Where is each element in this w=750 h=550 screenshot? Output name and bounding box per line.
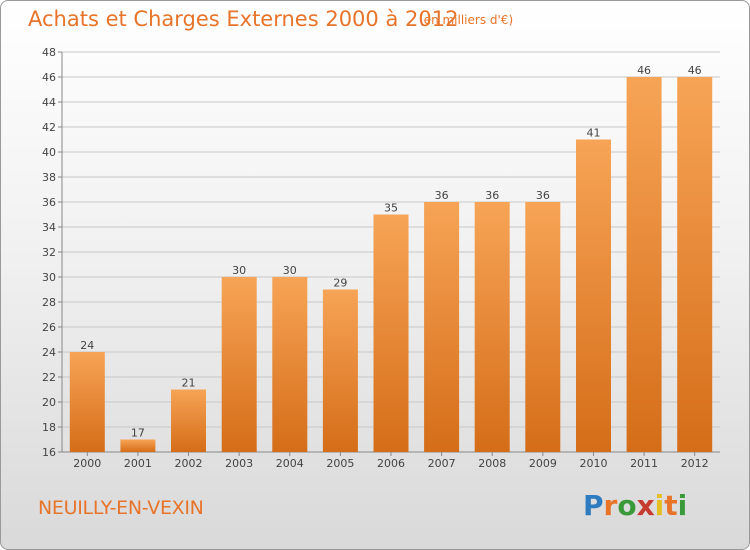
x-tick-label-2007: 2007 xyxy=(428,457,456,470)
y-tick-label: 44 xyxy=(42,96,56,109)
x-tick-label-2012: 2012 xyxy=(681,457,709,470)
city-name: NEUILLY-EN-VEXIN xyxy=(38,497,204,519)
data-label-2002: 21 xyxy=(182,377,196,390)
bar-2004 xyxy=(272,277,308,452)
y-tick-label: 38 xyxy=(42,171,56,184)
y-tick-label: 20 xyxy=(42,396,56,409)
data-label-2007: 36 xyxy=(435,189,449,202)
y-tick-label: 30 xyxy=(42,271,56,284)
data-label-2010: 41 xyxy=(586,127,600,140)
bar-2011 xyxy=(626,77,662,452)
bar-2006 xyxy=(373,214,409,452)
x-tick-label-2002: 2002 xyxy=(175,457,203,470)
y-tick-label: 42 xyxy=(42,121,56,134)
y-tick-label: 40 xyxy=(42,146,56,159)
bar-2009 xyxy=(525,202,561,452)
x-tick-label-2006: 2006 xyxy=(377,457,405,470)
x-tick-label-2010: 2010 xyxy=(579,457,607,470)
data-label-2001: 17 xyxy=(131,427,145,440)
data-label-2012: 46 xyxy=(688,64,702,77)
x-tick-label-2000: 2000 xyxy=(73,457,101,470)
bar-2008 xyxy=(474,202,510,452)
x-tick-label-2003: 2003 xyxy=(225,457,253,470)
data-label-2005: 29 xyxy=(333,277,347,290)
proxiti-logo: Proxiti xyxy=(583,489,688,522)
y-tick-label: 24 xyxy=(42,346,56,359)
y-tick-label: 26 xyxy=(42,321,56,334)
bar-2010 xyxy=(576,139,611,452)
y-tick-label: 18 xyxy=(42,421,56,434)
data-label-2000: 24 xyxy=(80,339,94,352)
bar-2003 xyxy=(221,277,257,452)
x-tick-label-2004: 2004 xyxy=(276,457,304,470)
y-tick-label: 48 xyxy=(42,46,56,59)
y-tick-label: 32 xyxy=(42,246,56,259)
y-tick-label: 22 xyxy=(42,371,56,384)
y-tick-label: 16 xyxy=(42,446,56,459)
x-tick-label-2001: 2001 xyxy=(124,457,152,470)
y-tick-label: 36 xyxy=(42,196,56,209)
bar-2000 xyxy=(69,352,105,452)
data-label-2011: 46 xyxy=(637,64,651,77)
data-label-2004: 30 xyxy=(283,264,297,277)
bar-2001 xyxy=(120,439,156,452)
data-label-2006: 35 xyxy=(384,202,398,215)
y-tick-label: 34 xyxy=(42,221,56,234)
chart-unit: (en milliers d'€) xyxy=(419,13,514,27)
x-tick-label-2011: 2011 xyxy=(630,457,658,470)
data-label-2003: 30 xyxy=(232,264,246,277)
y-tick-label: 46 xyxy=(42,71,56,84)
bar-2012 xyxy=(677,77,713,452)
bar-2005 xyxy=(322,289,358,452)
data-label-2008: 36 xyxy=(485,189,499,202)
x-tick-label-2008: 2008 xyxy=(478,457,506,470)
x-tick-label-2009: 2009 xyxy=(529,457,557,470)
y-tick-label: 28 xyxy=(42,296,56,309)
data-label-2009: 36 xyxy=(536,189,550,202)
bar-2007 xyxy=(424,202,460,452)
bar-2002 xyxy=(171,389,206,452)
chart-title: Achats et Charges Externes 2000 à 2012 xyxy=(28,7,459,31)
x-tick-label-2005: 2005 xyxy=(326,457,354,470)
